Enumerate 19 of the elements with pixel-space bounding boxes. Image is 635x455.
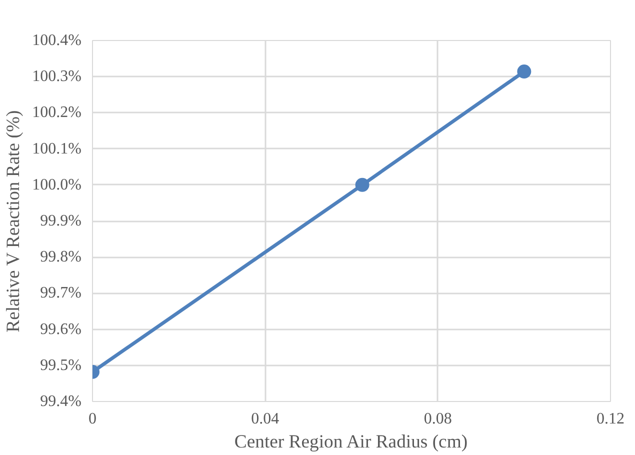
y-tick-label: 100.4% bbox=[32, 32, 82, 49]
y-tick-label: 99.4% bbox=[40, 393, 82, 410]
point bbox=[355, 178, 370, 192]
x-tick-label: 0.04 bbox=[251, 410, 280, 428]
y-tick-label: 99.8% bbox=[40, 248, 82, 266]
y-tick-label: 99.6% bbox=[40, 320, 82, 338]
y-tick-label: 100.3% bbox=[32, 68, 82, 86]
y-tick-label: 100.1% bbox=[32, 140, 82, 158]
x-tick-label: 0.08 bbox=[424, 410, 452, 428]
point bbox=[517, 64, 532, 79]
x-tick-label: 0 bbox=[88, 410, 96, 428]
y-tick-label: 99.9% bbox=[40, 212, 82, 230]
y-tick-label: 99.5% bbox=[40, 356, 82, 374]
y-axis-title: Relative V Reaction Rate (%) bbox=[3, 110, 24, 332]
y-tick-label: 99.7% bbox=[40, 284, 82, 302]
y-tick-label: 100.0% bbox=[32, 176, 82, 194]
y-tick-label: 100.2% bbox=[32, 104, 82, 122]
x-tick-label: 0.12 bbox=[596, 410, 624, 428]
x-axis-title: Center Region Air Radius (cm) bbox=[234, 432, 468, 452]
